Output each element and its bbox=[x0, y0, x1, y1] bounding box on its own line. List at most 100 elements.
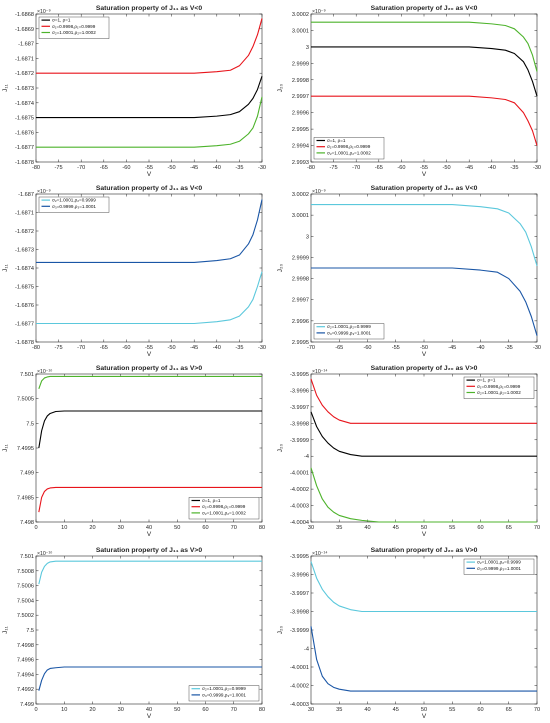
series-line bbox=[38, 410, 262, 449]
legend: σ=1, ρ=1σ₁=0.9998,ρ₁=0.9999σ₂=1.0001,ρ₂=… bbox=[313, 137, 385, 160]
x-tick-label: -55 bbox=[145, 165, 153, 171]
legend-box bbox=[38, 196, 110, 213]
x-tick-label: -65 bbox=[100, 345, 108, 351]
y-tick-label: 7.4994 bbox=[17, 672, 34, 678]
x-tick-label: 45 bbox=[393, 525, 399, 531]
legend-label: σ₂=1.0001,ρ₂=1.0002 bbox=[327, 150, 371, 155]
x-tick-label: 50 bbox=[421, 707, 427, 713]
series-line bbox=[38, 560, 262, 585]
x-tick-label: 70 bbox=[231, 707, 237, 713]
legend-label: σ₂=1.0001,ρ₂=0.9999 bbox=[52, 198, 96, 203]
y-tick-label: -1.6876 bbox=[15, 303, 34, 309]
x-tick-label: 35 bbox=[336, 525, 342, 531]
chart-svg: Saturation property of J₂₀ as V<0 -70 -65 -… bbox=[277, 185, 541, 358]
x-tick-label: 60 bbox=[477, 525, 483, 531]
x-tick-label: -50 bbox=[168, 165, 176, 171]
y-tick-label: 7.499 bbox=[20, 702, 34, 708]
x-tick-label: 30 bbox=[308, 525, 314, 531]
x-tick-label: 30 bbox=[308, 707, 314, 713]
axis-multiplier: ×10⁻⁹ bbox=[37, 9, 51, 15]
legend-label: σ₂=1.0001,ρ₂=1.0002 bbox=[52, 30, 96, 35]
y-tick-label: -1.6878 bbox=[15, 160, 34, 166]
y-tick-label: 3 bbox=[306, 234, 309, 240]
y-tick-label: 7.501 bbox=[20, 372, 34, 378]
legend-label: σ=1, ρ=1 bbox=[202, 498, 221, 503]
legend-label: σ₂=1.0001,ρ₂=0.9999 bbox=[477, 560, 521, 565]
y-tick-label: -4.0001 bbox=[290, 471, 309, 477]
x-axis-label: V bbox=[147, 531, 152, 538]
chart-svg: Saturation property of J₁₁ as V>0 0 10 20 30… bbox=[2, 547, 265, 720]
x-tick-label: 0 bbox=[34, 525, 37, 531]
series-line bbox=[311, 204, 538, 267]
x-tick-label: -80 bbox=[32, 165, 40, 171]
x-tick-label: 35 bbox=[336, 707, 342, 713]
y-tick-label: 2.9998 bbox=[292, 78, 309, 84]
y-tick-label: 7.5002 bbox=[17, 613, 34, 619]
x-tick-label: 70 bbox=[534, 525, 540, 531]
y-axis-label: J₁₁ bbox=[2, 625, 9, 633]
legend-box bbox=[313, 323, 385, 340]
y-tick-label: -3.9996 bbox=[290, 388, 309, 394]
y-tick-label: -4 bbox=[304, 647, 309, 653]
x-tick-label: -45 bbox=[448, 345, 456, 351]
y-axis-label: J₂₀ bbox=[277, 443, 284, 452]
series-line bbox=[310, 467, 537, 523]
y-axis-label: J₂₀ bbox=[277, 263, 284, 272]
x-tick-label: -70 bbox=[77, 165, 85, 171]
x-tick-label: -70 bbox=[77, 345, 85, 351]
x-tick-label: -35 bbox=[510, 165, 518, 171]
y-tick-label: 2.9994 bbox=[292, 144, 309, 150]
axis-multiplier: ×10⁻⁹ bbox=[312, 9, 326, 15]
series-line bbox=[310, 378, 537, 424]
series-line bbox=[310, 626, 537, 692]
y-tick-label: 7.5 bbox=[26, 421, 34, 427]
chart-title: Saturation property of J₁₁ as V<0 bbox=[96, 5, 203, 12]
x-tick-label: -80 bbox=[32, 345, 40, 351]
chart-svg: Saturation property of J₁₁ as V<0 -80 -75 -… bbox=[2, 185, 266, 358]
chart-title: Saturation property of J₁₁ as V>0 bbox=[96, 365, 203, 372]
y-tick-label: 3 bbox=[306, 45, 309, 51]
x-tick-label: -75 bbox=[55, 345, 63, 351]
y-tick-label: 7.5008 bbox=[17, 569, 34, 575]
y-tick-label: 7.5004 bbox=[17, 598, 34, 604]
x-tick-label: 40 bbox=[146, 707, 152, 713]
x-tick-label: -75 bbox=[330, 165, 338, 171]
x-tick-label: -55 bbox=[420, 165, 428, 171]
y-tick-label: -1.6877 bbox=[15, 322, 34, 328]
chart-panel-6: Saturation property of J₂₀ as V>0 30 35 40 4… bbox=[275, 360, 550, 540]
y-tick-label: 2.9996 bbox=[292, 319, 309, 325]
axis-multiplier: ×10⁻¹⁰ bbox=[37, 551, 52, 557]
x-axis-label: V bbox=[422, 531, 427, 538]
x-tick-label: -80 bbox=[307, 165, 315, 171]
legend-label: σ₂=1.0001,ρ₂=1.0002 bbox=[477, 390, 521, 395]
legend-box bbox=[463, 558, 535, 575]
x-tick-label: -60 bbox=[122, 165, 130, 171]
y-tick-label: 7.5006 bbox=[17, 584, 34, 590]
y-tick-label: -1.6873 bbox=[15, 248, 34, 254]
chart-panel-8: Saturation property of J₂₀ as V>0 30 35 40 4… bbox=[275, 542, 550, 722]
x-tick-label: -60 bbox=[397, 165, 405, 171]
series-line bbox=[36, 271, 263, 325]
chart-panel-5: Saturation property of J₁₁ as V>0 0 10 20 30… bbox=[0, 360, 275, 540]
y-tick-label: 3.0002 bbox=[292, 12, 309, 18]
x-tick-label: 10 bbox=[61, 525, 67, 531]
series-line bbox=[311, 46, 538, 97]
x-tick-label: 50 bbox=[174, 707, 180, 713]
legend-box bbox=[463, 376, 535, 399]
x-tick-label: 70 bbox=[231, 525, 237, 531]
y-tick-label: 3.0001 bbox=[292, 213, 309, 219]
x-tick-label: -40 bbox=[213, 165, 221, 171]
x-tick-label: -50 bbox=[443, 165, 451, 171]
axis-multiplier: ×10⁻⁹ bbox=[312, 189, 326, 195]
y-axis-label: J₁₁ bbox=[2, 263, 9, 271]
x-tick-label: -65 bbox=[100, 165, 108, 171]
y-tick-label: 2.9995 bbox=[292, 127, 309, 133]
plot-area bbox=[35, 555, 263, 705]
x-tick-label: 80 bbox=[259, 707, 265, 713]
x-tick-label: 60 bbox=[202, 525, 208, 531]
x-axis-label: V bbox=[422, 713, 427, 720]
x-tick-label: 50 bbox=[174, 525, 180, 531]
